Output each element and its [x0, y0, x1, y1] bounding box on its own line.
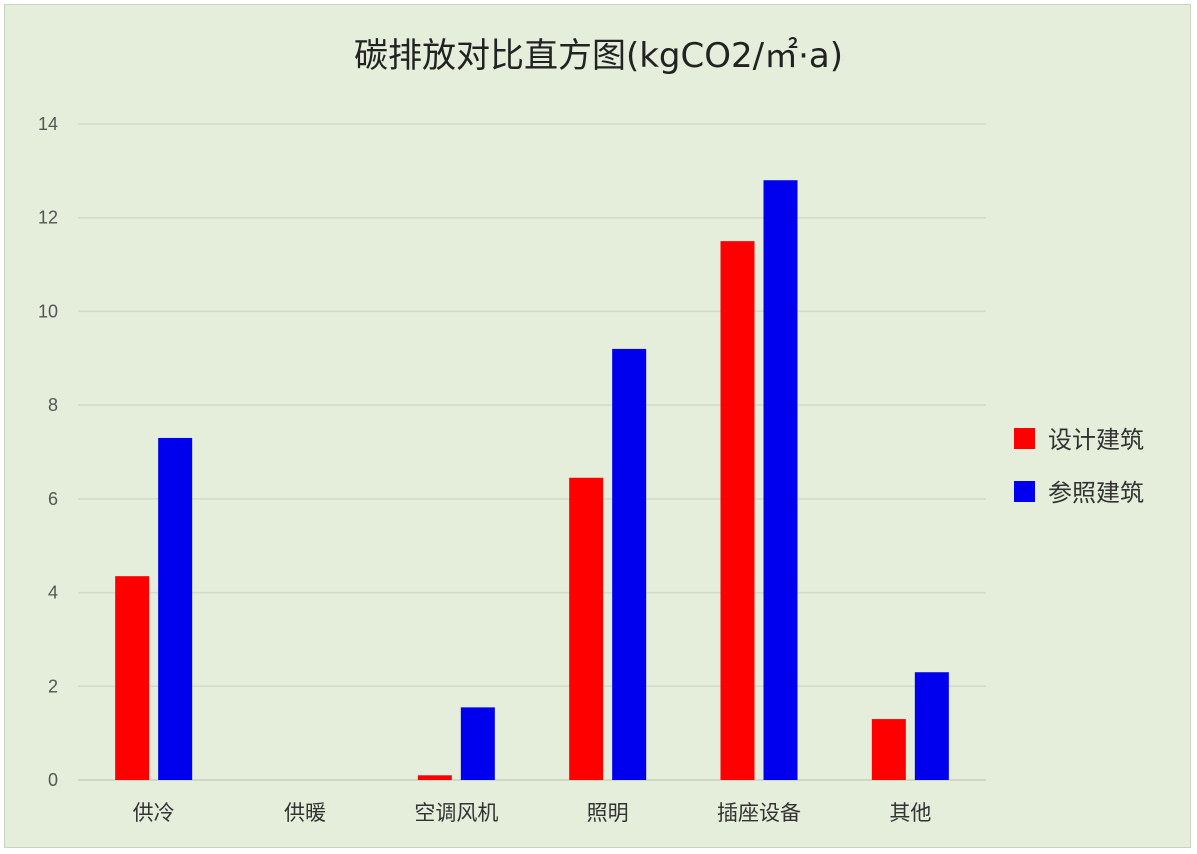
bar-design: [569, 477, 604, 780]
chart-title: 碳排放对比直方图(kgCO2/㎡·a): [353, 36, 844, 76]
x-category-label: 照明: [587, 801, 629, 825]
y-tick-label: 0: [48, 770, 58, 790]
x-category-label: 供暖: [284, 801, 326, 825]
bar-design: [871, 719, 906, 780]
bar-reference: [914, 672, 949, 780]
bar-design: [115, 576, 150, 780]
bar-reference: [763, 180, 798, 780]
legend-label: 设计建筑: [1048, 426, 1144, 454]
y-tick-label: 2: [48, 676, 58, 696]
bar-design: [720, 241, 755, 781]
y-tick-label: 8: [48, 395, 58, 415]
bar-reference: [612, 348, 647, 780]
legend-label: 参照建筑: [1048, 479, 1144, 507]
y-tick-label: 6: [48, 489, 58, 509]
bar-reference: [158, 437, 193, 780]
bar-design: [417, 775, 452, 780]
x-category-label: 插座设备: [717, 801, 801, 825]
bar-reference: [460, 707, 495, 780]
legend-swatch: [1014, 428, 1035, 449]
y-tick-label: 12: [38, 208, 58, 228]
x-category-label: 供冷: [133, 801, 175, 825]
y-tick-label: 14: [38, 114, 58, 134]
x-category-label: 其他: [889, 801, 931, 825]
y-tick-label: 4: [48, 583, 58, 603]
y-tick-label: 10: [38, 301, 58, 321]
x-category-label: 空调风机: [414, 801, 498, 825]
legend-swatch: [1014, 481, 1035, 502]
